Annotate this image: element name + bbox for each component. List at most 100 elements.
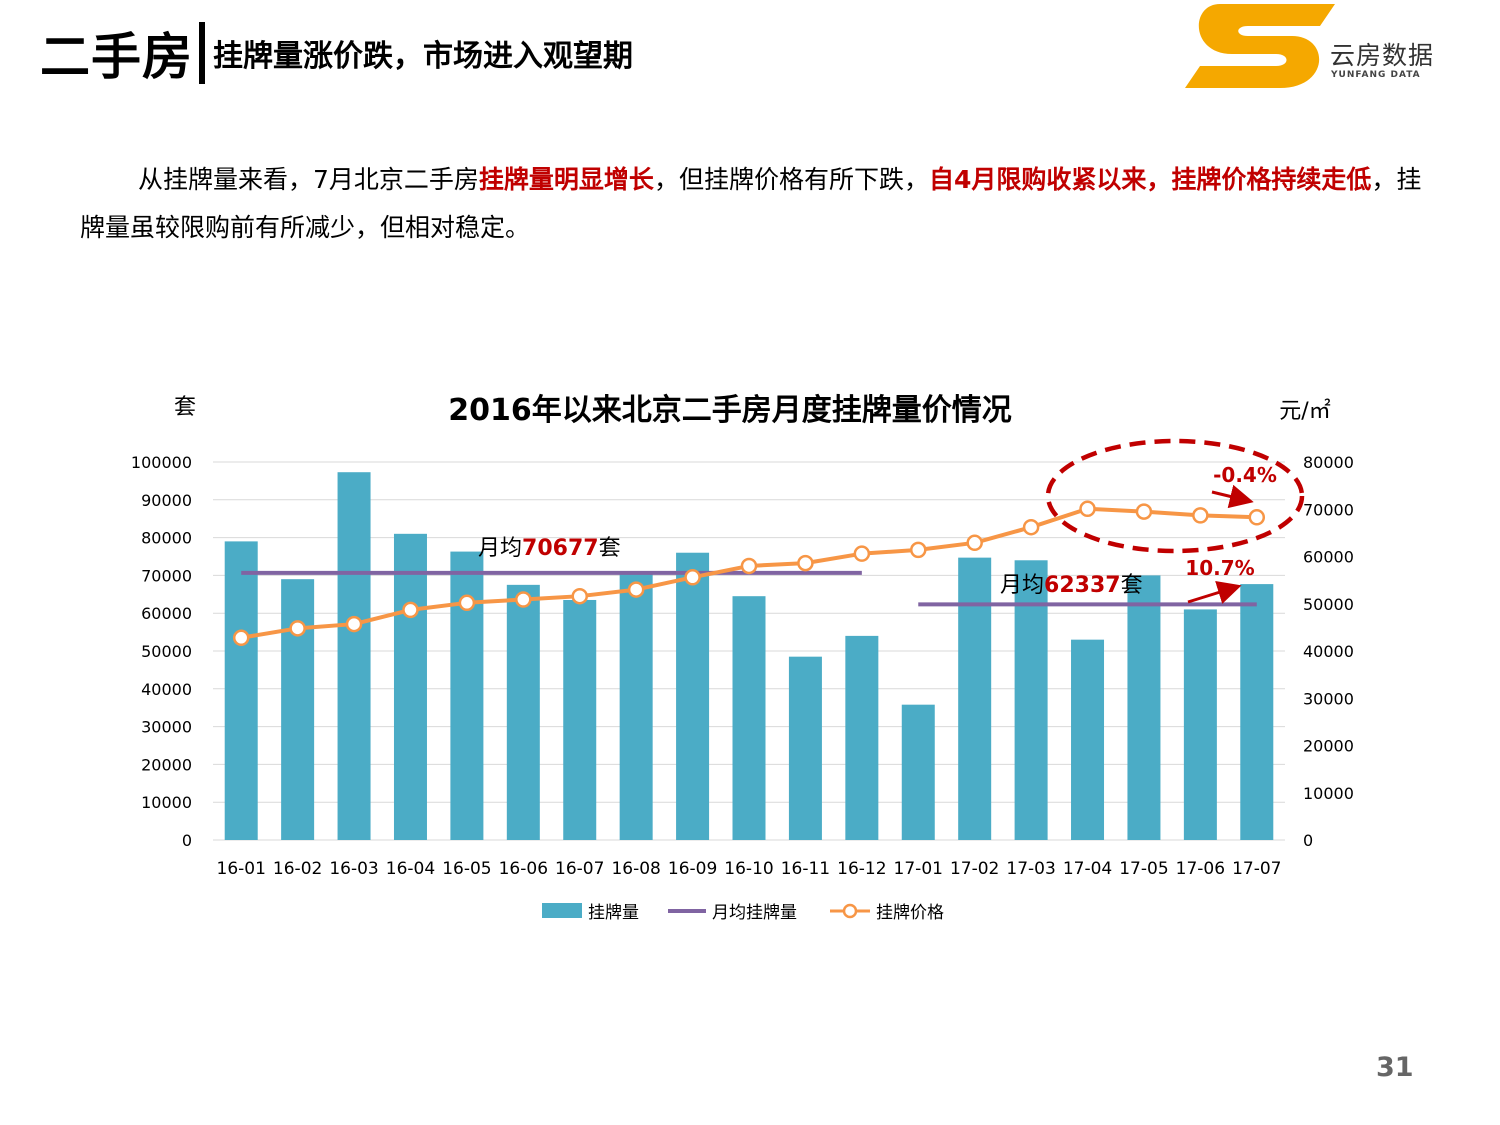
right-tick-label: 40000 xyxy=(1303,642,1354,661)
price-point-17-06 xyxy=(1192,507,1209,524)
x-tick-label: 16-01 xyxy=(217,859,266,879)
x-tick-label: 16-08 xyxy=(611,859,660,879)
bar-17-01 xyxy=(901,704,935,840)
price-point-16-07 xyxy=(571,587,588,605)
bar-17-06 xyxy=(1183,609,1217,840)
left-tick-label: 70000 xyxy=(141,566,192,585)
price-point-16-06 xyxy=(515,591,532,608)
price-point-16-02 xyxy=(289,620,306,637)
right-axis-unit: 元/㎡ xyxy=(1279,398,1330,424)
price-point-17-03 xyxy=(1022,518,1040,536)
x-tick-label: 17-03 xyxy=(1006,859,1055,879)
x-tick-label: 16-07 xyxy=(555,859,604,879)
bar-16-11 xyxy=(788,656,822,840)
para-text-1: 从挂牌量来看，7月北京二手房 xyxy=(138,165,479,194)
left-axis-unit: 套 xyxy=(174,395,196,420)
right-tick-label: 80000 xyxy=(1303,453,1354,472)
para-text-2: ，但挂牌价格有所下跌， xyxy=(653,165,929,194)
legend-price-label: 挂牌价格 xyxy=(876,903,944,923)
pct-change-label: 10.7% xyxy=(1185,556,1254,580)
page-number: 31 xyxy=(1376,1052,1414,1083)
avg2-label-part: 62337 xyxy=(1044,573,1121,598)
bar-16-07 xyxy=(563,599,597,840)
right-tick-label: 0 xyxy=(1303,831,1313,850)
left-tick-label: 50000 xyxy=(141,642,192,661)
bar-16-10 xyxy=(732,596,766,840)
price-point-17-05 xyxy=(1135,503,1153,520)
price-point-16-11 xyxy=(797,554,814,572)
price-point-16-04 xyxy=(402,601,419,619)
avg1-label-part: 70677 xyxy=(522,536,599,561)
price-point-16-03 xyxy=(345,615,363,633)
bar-16-01 xyxy=(224,541,258,840)
page-subtitle: 挂牌量涨价跌，市场进入观望期 xyxy=(213,39,633,74)
bar-17-04 xyxy=(1071,639,1105,840)
x-tick-label: 17-07 xyxy=(1232,859,1281,879)
legend-bar-swatch xyxy=(542,903,582,918)
bar-16-12 xyxy=(845,635,879,840)
bar-16-04 xyxy=(393,533,427,840)
right-tick-label: 10000 xyxy=(1303,784,1354,803)
chart-title: 2016年以来北京二手房月度挂牌量价情况 xyxy=(448,393,1012,428)
right-tick-label: 20000 xyxy=(1303,737,1354,756)
title-divider xyxy=(199,22,205,84)
x-tick-label: 16-10 xyxy=(724,859,773,879)
para-text-3: ，挂牌量虽较限购前有所减少，但相对稳定。 xyxy=(80,165,1422,242)
price-point-16-05 xyxy=(458,594,476,612)
price-point-17-01 xyxy=(910,541,927,559)
right-tick-label: 70000 xyxy=(1303,500,1354,519)
left-tick-label: 90000 xyxy=(141,491,192,510)
bar-17-07 xyxy=(1240,584,1274,840)
logo-name: 云房数据 xyxy=(1330,41,1435,70)
x-tick-label: 17-02 xyxy=(950,859,999,879)
avg1-label: 月均70677套 xyxy=(478,536,621,561)
legend-avg-label: 月均挂牌量 xyxy=(712,903,797,923)
legend-bar-label: 挂牌量 xyxy=(588,903,639,923)
price-point-16-09 xyxy=(684,569,701,586)
x-tick-label: 16-05 xyxy=(442,859,491,879)
x-tick-label: 16-11 xyxy=(781,859,830,879)
avg2-label-part: 套 xyxy=(1121,573,1143,598)
bar-17-02 xyxy=(958,557,992,840)
x-tick-label: 16-06 xyxy=(499,859,548,879)
x-tick-label: 16-12 xyxy=(837,859,886,879)
yunfang-logo-icon xyxy=(1185,4,1335,88)
x-tick-label: 17-05 xyxy=(1119,859,1168,879)
bar-16-08 xyxy=(619,572,653,840)
x-tick-label: 16-09 xyxy=(668,859,717,879)
para-highlight-2: 自4月限购收紧以来，挂牌价格持续走低 xyxy=(928,165,1372,194)
arrow-down-icon xyxy=(1211,484,1254,509)
price-point-16-01 xyxy=(232,629,250,647)
left-tick-label: 100000 xyxy=(131,453,192,472)
left-tick-label: 20000 xyxy=(141,755,192,774)
right-tick-label: 30000 xyxy=(1303,689,1354,708)
left-tick-label: 10000 xyxy=(141,793,192,812)
x-tick-label: 16-04 xyxy=(386,859,435,879)
right-tick-label: 60000 xyxy=(1303,548,1354,567)
highlight-ellipse xyxy=(1045,438,1305,554)
price-point-17-02 xyxy=(966,534,983,552)
price-point-17-07 xyxy=(1248,509,1266,526)
bar-16-02 xyxy=(281,579,315,840)
bar-16-03 xyxy=(337,472,371,840)
price-point-16-08 xyxy=(627,581,645,598)
left-tick-label: 0 xyxy=(182,831,192,850)
page-header: 二手房 挂牌量涨价跌，市场进入观望期 xyxy=(40,18,633,88)
left-tick-label: 30000 xyxy=(141,718,192,737)
x-tick-label: 16-02 xyxy=(273,859,322,879)
x-tick-label: 17-04 xyxy=(1063,859,1112,879)
arrow-up-icon xyxy=(1187,580,1242,604)
bar-16-09 xyxy=(676,552,710,840)
right-tick-label: 50000 xyxy=(1303,595,1354,614)
price-point-17-04 xyxy=(1079,500,1096,518)
price-point-16-10 xyxy=(740,557,758,575)
x-tick-label: 16-03 xyxy=(329,859,378,879)
pct-change-label: -0.4% xyxy=(1213,463,1277,487)
left-tick-label: 40000 xyxy=(141,680,192,699)
legend-price-marker xyxy=(842,903,858,919)
avg1-label-part: 套 xyxy=(599,536,621,561)
avg1-label-part: 月均 xyxy=(478,536,522,561)
left-tick-label: 60000 xyxy=(141,604,192,623)
para-highlight-1: 挂牌量明显增长 xyxy=(478,165,654,194)
bar-16-06 xyxy=(506,584,540,840)
